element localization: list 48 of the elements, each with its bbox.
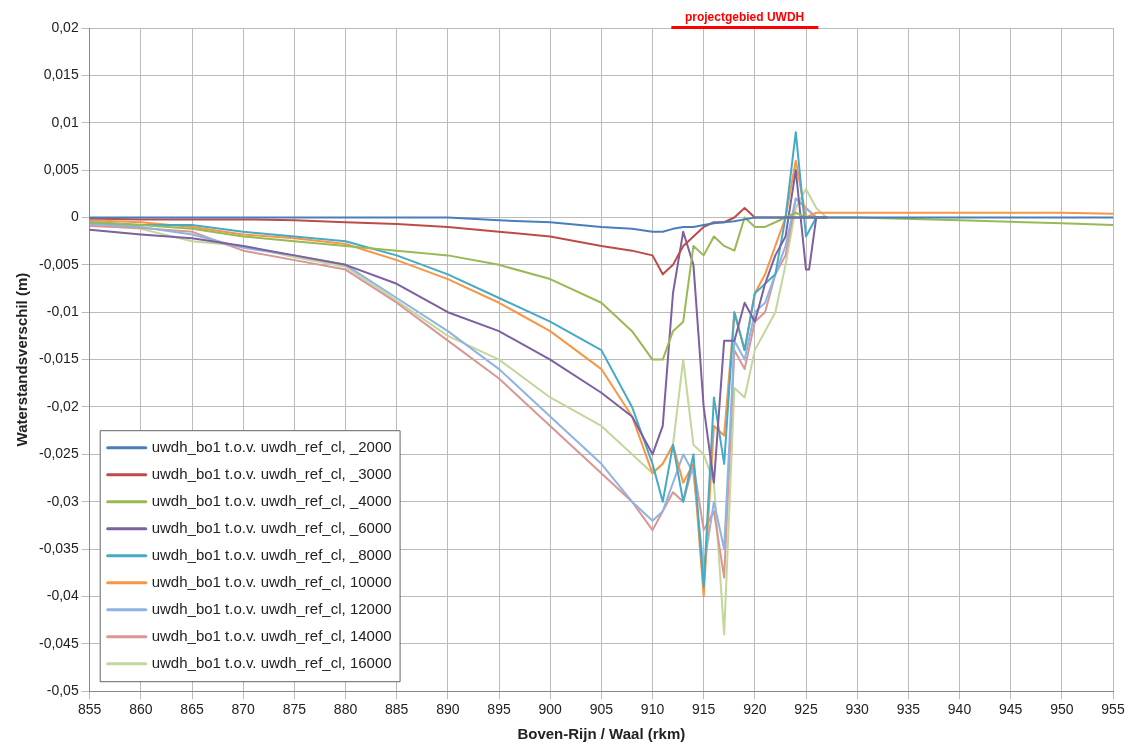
legend-label: uwdh_bo1 t.o.v. uwdh_ref_cl, 10000 [151, 572, 392, 590]
x-tick-label: 855 [78, 701, 102, 718]
x-tick-label: 895 [487, 701, 511, 718]
y-tick-label: 0 [70, 208, 79, 225]
x-tick-label: 875 [282, 701, 307, 718]
y-tick-label: -0,04 [46, 587, 79, 604]
legend-label: uwdh_bo1 t.o.v. uwdh_ref_cl, _2000 [151, 437, 392, 455]
y-tick-label: -0,045 [38, 634, 79, 651]
y-tick-label: -0,01 [46, 303, 79, 320]
legend-label: uwdh_bo1 t.o.v. uwdh_ref_cl, _3000 [151, 464, 392, 482]
x-tick-label: 935 [896, 701, 921, 718]
x-tick-label: 930 [845, 701, 870, 718]
legend-label: uwdh_bo1 t.o.v. uwdh_ref_cl, 16000 [151, 653, 392, 671]
x-tick-label: 900 [538, 701, 563, 718]
x-tick-label: 905 [589, 701, 614, 718]
x-tick-label: 890 [436, 701, 460, 718]
x-tick-label: 955 [1101, 701, 1125, 718]
x-tick-label: 870 [231, 701, 256, 718]
x-tick-label: 885 [385, 701, 409, 718]
y-tick-label: -0,035 [38, 539, 79, 556]
x-tick-label: 920 [743, 701, 767, 718]
y-tick-label: -0,02 [46, 397, 79, 414]
legend-label: uwdh_bo1 t.o.v. uwdh_ref_cl, _6000 [151, 518, 392, 536]
legend-label: uwdh_bo1 t.o.v. uwdh_ref_cl, _4000 [151, 491, 392, 509]
x-tick-label: 945 [998, 701, 1023, 718]
x-tick-label: 910 [640, 701, 665, 718]
y-tick-label: 0,02 [51, 18, 79, 35]
x-tick-label: 865 [180, 701, 204, 718]
y-tick-label: -0,05 [46, 682, 79, 699]
y-axis-title: Waterstandsverschil (m) [13, 272, 31, 447]
y-tick-label: -0,025 [38, 445, 79, 462]
x-tick-label: 860 [129, 701, 153, 718]
y-tick-label: 0,015 [43, 66, 79, 83]
legend-label: uwdh_bo1 t.o.v. uwdh_ref_cl, 14000 [151, 626, 392, 644]
x-tick-label: 880 [333, 701, 358, 718]
y-tick-label: -0,03 [46, 492, 79, 509]
x-tick-label: 915 [692, 701, 716, 718]
x-tick-label: 940 [947, 701, 972, 718]
x-tick-label: 950 [1050, 701, 1074, 718]
text: projectgebied UWDH [670, 10, 819, 29]
y-tick-label: -0,005 [38, 255, 79, 272]
legend-label: uwdh_bo1 t.o.v. uwdh_ref_cl, _8000 [151, 545, 392, 563]
y-tick-label: -0,015 [38, 350, 79, 367]
x-axis-title: Boven-Rijn / Waal (rkm) [517, 725, 686, 743]
legend-label: uwdh_bo1 t.o.v. uwdh_ref_cl, 12000 [151, 599, 392, 617]
y-tick-label: 0,005 [43, 160, 79, 177]
y-tick-label: 0,01 [51, 113, 79, 130]
x-tick-label: 925 [794, 701, 818, 718]
